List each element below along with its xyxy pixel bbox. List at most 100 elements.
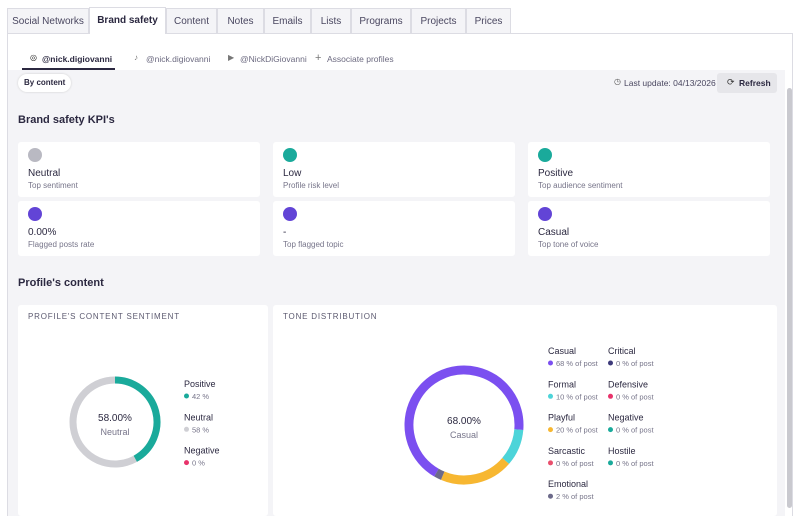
legend-value: 0 % of post xyxy=(616,459,654,468)
profile-icon: ◎ xyxy=(30,53,37,62)
tab[interactable]: Social Networks xyxy=(7,8,89,33)
legend-label: Formal xyxy=(548,379,576,389)
refresh-icon: ⟳ xyxy=(727,77,735,87)
center-label: Neutral xyxy=(100,427,129,437)
profile-icon: ♪ xyxy=(134,53,138,62)
refresh-button[interactable] xyxy=(717,73,777,93)
kpi-label: Top sentiment xyxy=(28,181,78,190)
kpi-card: Neutral Top sentiment xyxy=(18,142,260,197)
card-title: TONE DISTRIBUTION xyxy=(283,312,378,321)
refresh-label[interactable]: Refresh xyxy=(739,78,771,88)
kpi-card: Casual Top tone of voice xyxy=(528,201,770,256)
legend-value: 10 % of post xyxy=(556,392,599,401)
kpi-value: Casual xyxy=(538,227,570,238)
center-label: Casual xyxy=(450,430,478,440)
legend-value: 0 % of post xyxy=(616,392,654,401)
tab[interactable]: Brand safety xyxy=(89,7,166,34)
kpi-label: Profile risk level xyxy=(283,181,340,190)
legend-dot xyxy=(184,426,189,432)
kpi-label: Top tone of voice xyxy=(538,240,599,249)
scrollbar[interactable] xyxy=(787,88,792,508)
legend-label: Positive xyxy=(184,379,216,389)
kpi-icon xyxy=(28,207,42,221)
legend-dot xyxy=(184,460,189,466)
filter-pill[interactable]: By content xyxy=(18,74,72,92)
kpi-value: 0.00% xyxy=(28,227,57,238)
kpi-icon xyxy=(538,207,552,221)
kpi-card: Low Profile risk level xyxy=(273,142,515,197)
tab[interactable]: Programs xyxy=(351,8,411,33)
kpi-card: - Top flagged topic xyxy=(273,201,515,256)
kpi-icon xyxy=(538,148,552,162)
legend-label: Sarcastic xyxy=(548,446,586,456)
legend-value: 58 % xyxy=(192,425,209,434)
donut-segment xyxy=(114,376,161,462)
legend-dot xyxy=(608,427,613,433)
legend-value: 42 % xyxy=(192,392,209,401)
kpi-label: Flagged posts rate xyxy=(28,240,95,249)
tab[interactable]: Projects xyxy=(411,8,466,33)
kpi-value: Positive xyxy=(538,168,574,179)
legend-label: Negative xyxy=(184,446,220,456)
kpi-card: Positive Top audience sentiment xyxy=(528,142,770,197)
legend-dot xyxy=(548,460,553,466)
profile-tab[interactable]: @nick.digiovanni xyxy=(42,54,113,64)
legend-value: 0 % xyxy=(192,459,205,468)
legend-dot xyxy=(608,393,613,399)
kpi-icon xyxy=(283,207,297,221)
legend-dot xyxy=(548,493,553,499)
legend-label: Playful xyxy=(548,413,575,423)
legend-dot xyxy=(548,360,553,366)
legend-dot xyxy=(548,427,553,433)
legend-label: Defensive xyxy=(608,379,648,389)
donut-segment xyxy=(404,365,524,477)
active-underline xyxy=(22,68,115,70)
profile-tab[interactable]: @nick.digiovanni xyxy=(146,54,211,64)
legend-label: Critical xyxy=(608,346,636,356)
kpi-card: 0.00% Flagged posts rate xyxy=(18,201,260,256)
kpi-value: Low xyxy=(283,168,302,179)
legend-label: Casual xyxy=(548,346,576,356)
tab[interactable]: Prices xyxy=(466,8,511,33)
donut-segment xyxy=(502,429,524,464)
section-title: Brand safety KPI's xyxy=(18,114,115,126)
legend-dot xyxy=(548,393,553,399)
legend-dot xyxy=(608,460,613,466)
profile-tab[interactable]: @NickDiGiovanni xyxy=(240,54,307,64)
kpi-label: Top flagged topic xyxy=(283,240,344,249)
section-title: Profile's content xyxy=(18,277,104,289)
associate-link[interactable]: Associate profiles xyxy=(327,54,394,64)
donut-segment xyxy=(69,376,137,468)
tab[interactable]: Lists xyxy=(311,8,351,33)
kpi-icon xyxy=(28,148,42,162)
center-value: 68.00% xyxy=(447,416,481,427)
tab[interactable]: Emails xyxy=(264,8,311,33)
legend-label: Neutral xyxy=(184,412,213,422)
clock-icon: ◷ xyxy=(614,77,621,86)
legend-label: Negative xyxy=(608,413,644,423)
tab[interactable]: Content xyxy=(166,8,217,33)
kpi-icon xyxy=(283,148,297,162)
plus-icon: + xyxy=(315,52,322,64)
legend-value: 0 % of post xyxy=(616,359,654,368)
legend-value: 0 % of post xyxy=(616,426,654,435)
legend-label: Emotional xyxy=(548,479,588,489)
center-value: 58.00% xyxy=(98,413,132,424)
kpi-value: - xyxy=(283,227,287,238)
panel xyxy=(7,33,793,516)
profile-icon: ▶ xyxy=(228,53,235,62)
legend-value: 0 % of post xyxy=(556,459,594,468)
legend-value: 2 % of post xyxy=(556,492,594,501)
legend-value: 20 % of post xyxy=(556,426,599,435)
donut-segment xyxy=(434,468,445,480)
kpi-label: Top audience sentiment xyxy=(538,181,623,190)
tone-card xyxy=(273,305,777,516)
legend-label: Hostile xyxy=(608,446,636,456)
tab[interactable]: Notes xyxy=(217,8,264,33)
donut-segment xyxy=(440,457,510,485)
legend-dot xyxy=(608,360,613,366)
sentiment-card xyxy=(18,305,268,516)
legend-value: 68 % of post xyxy=(556,359,599,368)
